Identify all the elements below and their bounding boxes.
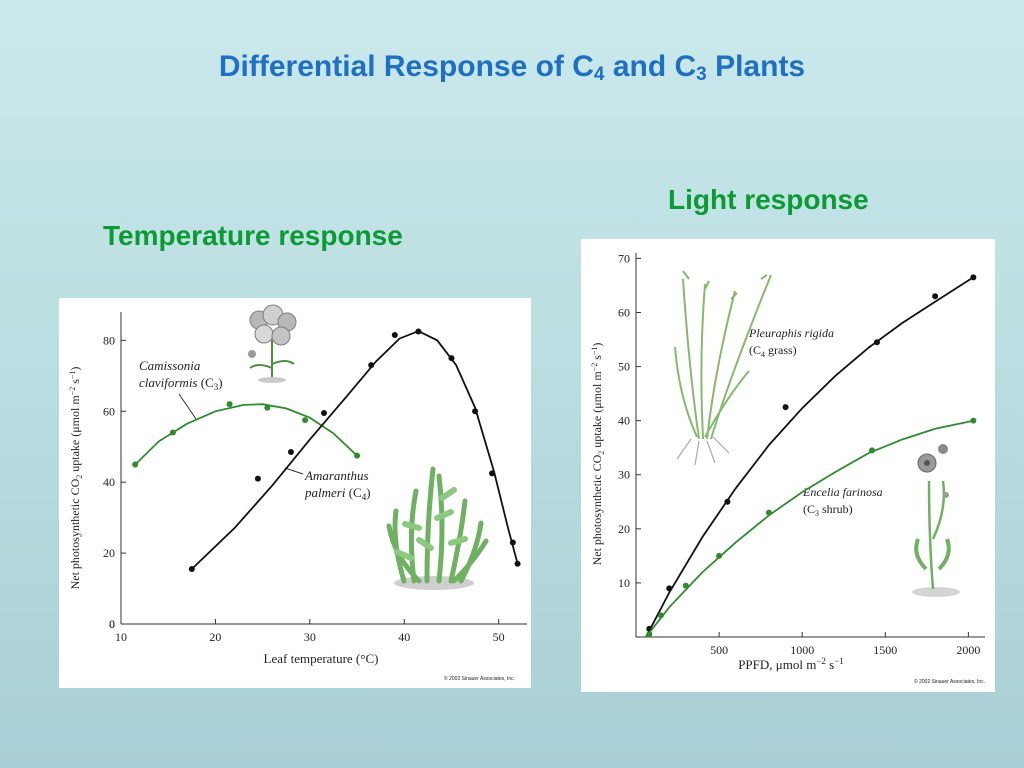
light-x-tick-label: 500 [710,643,728,657]
camissonia-pointer [178,393,197,420]
temp-series-0-point [264,404,271,411]
light-y-axis-label: Net photosynthetic CO2 uptake (μmol m−2 … [590,343,606,566]
temp-x-tick-label: 30 [304,630,316,644]
temp-series-1-point [287,449,294,456]
light-series-1-point [970,417,977,424]
light-series-1-point [765,509,772,516]
light-chart: 10 20 30 40 50 60 70 500 1000 1500 2000 Net photosy… [590,251,985,685]
light-series-1-point [868,447,875,454]
light-series-0-point [873,339,880,346]
temp-y-tick-label: 60 [103,404,115,418]
amaranthus-label-line2: palmeri (C4) [304,485,371,502]
temp-series-1-point [448,355,455,362]
temp-series-0-point [302,417,309,424]
slide-title: Differential Response of C4 and C3 Plant… [0,50,1024,86]
light-series-0-point [782,404,789,411]
temp-series-1-point [188,566,195,573]
camissonia-label-line2: claviformis (C3) [139,375,223,392]
temp-series-1-point [514,560,521,567]
light-x-tick-label: 1500 [873,643,897,657]
pleuraphis-grass-illustration [674,270,772,466]
temp-series-1-point [509,539,516,546]
title-text-main: Differential Response of C [218,50,594,83]
temp-series-1-point [321,410,327,417]
camissonia-label-line1: Camissonia [139,358,201,373]
light-x-axis-label: PPFD, μmol m−2 s−1 [738,656,844,672]
light-x-tick-label: 2000 [956,643,980,657]
light-series-1-point [646,631,653,638]
light-y-tick-label: 30 [618,468,630,482]
temp-chart-copyright: © 2002 Sinauer Associates, Inc. [444,675,515,682]
amaranthus-pointer [284,467,304,475]
encelia-label-line1: Encelia farinosa [802,485,883,499]
temp-series-1-point [368,362,375,369]
light-y-tick-label: 50 [618,360,630,374]
light-series-0-point [724,498,731,505]
title-text-end: Plants [706,50,806,83]
light-series-0-point [666,585,673,592]
light-series-0-curve [645,276,974,638]
light-y-tick-label: 70 [618,251,630,265]
temp-series-1-point [489,470,496,477]
encelia-shrub-illustration [912,444,960,597]
temp-series-0-point [169,429,176,436]
temp-series-0-point [354,452,361,459]
light-x-tick-label: 1000 [790,643,814,657]
temp-y-axis-label: Net photosynthetic CO2 uptake (μmol m−2 … [68,367,84,590]
light-y-tick-label: 20 [618,522,630,536]
light-series-1-point [657,612,664,619]
temp-series-0-point [132,461,139,468]
temp-y-tick-label: 0 [109,617,115,631]
light-series-0-point [932,293,939,300]
temp-series-1-point [415,328,422,335]
pleuraphis-label-line1: Pleuraphis rigida [748,326,834,340]
temp-x-tick-label: 50 [493,630,505,644]
temperature-response-figure: 0 20 40 60 80 0 10 20 30 40 50 Net photosynthetic C… [59,298,531,688]
title-subscript-3: 3 [696,64,707,85]
temp-series-0-point [226,401,233,408]
temp-series-1-point [472,408,479,415]
temp-x-axis-label: Leaf temperature (°C) [264,651,379,666]
light-series-0-point [970,274,977,281]
amaranthus-label-line1: Amaranthus [304,468,369,483]
encelia-label-line2: (C3 shrub) [803,502,853,518]
temp-x-tick-label: 10 [115,630,127,644]
light-y-tick-label: 60 [618,305,630,319]
temp-series-1-point [391,332,398,339]
temperature-response-heading: Temperature response [103,220,403,251]
temp-y-tick-label: 80 [103,333,115,347]
light-chart-copyright: © 2002 Sinauer Associates, Inc. [914,678,985,685]
light-y-tick-label: 40 [618,414,630,428]
temp-x-tick-label: 40 [398,630,410,644]
light-response-figure: 10 20 30 40 50 60 70 500 1000 1500 2000 Net photosy… [581,239,995,692]
temp-x-tick-label: 20 [209,630,221,644]
temp-y-tick-label: 40 [103,475,115,489]
temp-series-1-curve [191,330,519,570]
title-text-mid: and C [604,50,697,83]
temp-y-tick-label: 20 [103,546,115,560]
camissonia-plant-illustration [248,304,297,383]
light-series-1-point [682,582,689,589]
amaranthus-plant-illustration [386,466,489,590]
temp-series-1-point [254,475,261,482]
light-response-heading: Light response [668,184,869,215]
title-subscript-4: 4 [593,64,605,85]
light-series-1-point [716,552,723,559]
pleuraphis-label-line2: (C4 grass) [749,343,797,359]
light-series-1-curve [645,419,974,638]
temp-y-tick-label: 0 [109,617,115,631]
light-y-tick-label: 10 [618,576,630,590]
